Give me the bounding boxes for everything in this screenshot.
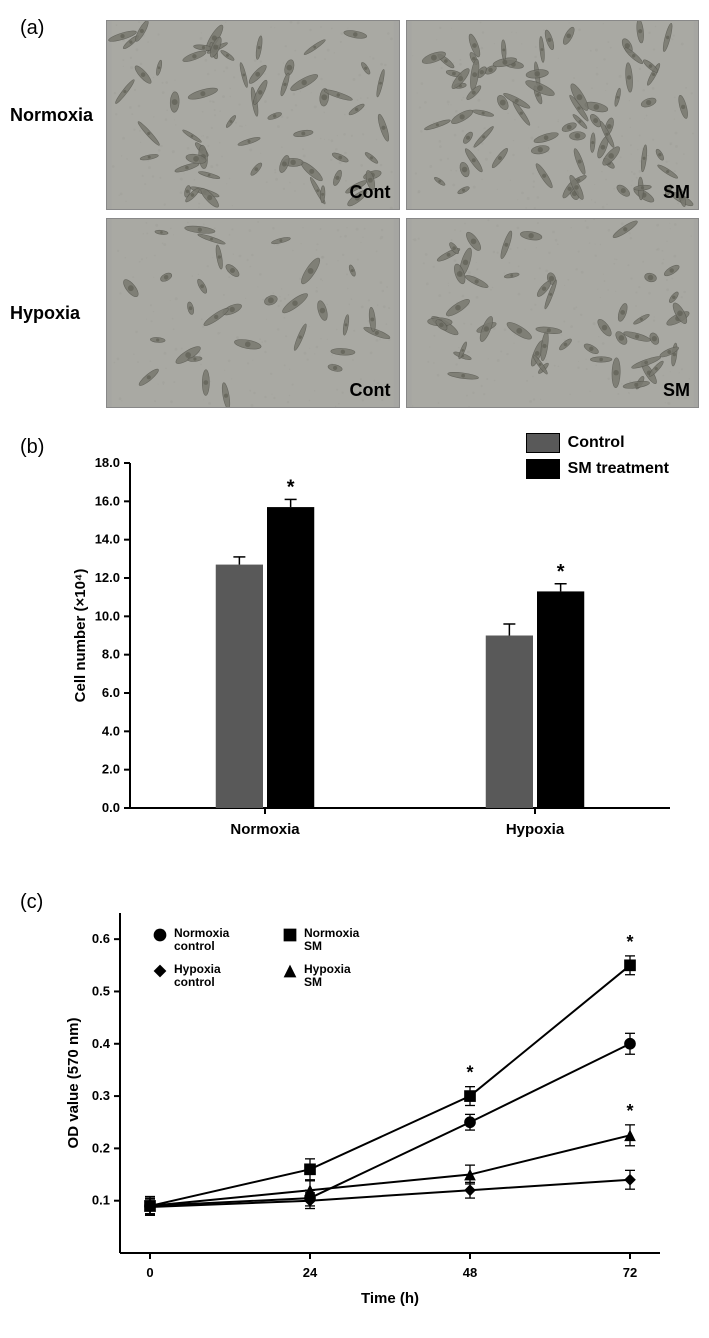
panel-c-label: (c) <box>20 891 43 914</box>
svg-text:control: control <box>174 939 215 953</box>
svg-text:0.1: 0.1 <box>92 1193 110 1208</box>
svg-text:0.4: 0.4 <box>92 1036 111 1051</box>
micrograph-grid: Normoxia <box>10 20 699 408</box>
panel-a-label: (a) <box>20 17 44 40</box>
micrograph-normoxia-sm: SM <box>406 20 700 210</box>
bar-chart: Control SM treatment 0.02.04.06.08.010.0… <box>70 438 699 863</box>
treat-label: Cont <box>350 182 391 203</box>
line-chart: 0.1 0.2 0.3 0.4 0.5 0.6 0 24 48 72 OD value (570 n… <box>60 893 699 1318</box>
treat-label: Cont <box>350 380 391 401</box>
svg-text:16.0: 16.0 <box>95 493 120 508</box>
micrograph-hypoxia-sm: SM <box>406 218 700 408</box>
legend-swatch-control <box>526 433 560 453</box>
svg-text:Time (h): Time (h) <box>361 1290 419 1307</box>
line-chart-svg: 0.1 0.2 0.3 0.4 0.5 0.6 0 24 48 72 OD value (570 n… <box>60 893 690 1313</box>
svg-text:2.0: 2.0 <box>102 762 120 777</box>
svg-text:0.3: 0.3 <box>92 1088 110 1103</box>
svg-text:12.0: 12.0 <box>95 570 120 585</box>
panel-b: (b) Control SM treatment 0.02.04.06.08.0… <box>10 438 699 863</box>
svg-text:SM: SM <box>304 975 322 989</box>
row-label-normoxia: Normoxia <box>10 20 100 210</box>
micrograph-hypoxia-cont: Cont <box>106 218 400 408</box>
svg-text:SM: SM <box>304 939 322 953</box>
svg-text:0.2: 0.2 <box>92 1140 110 1155</box>
svg-text:*: * <box>466 1063 473 1083</box>
svg-text:6.0: 6.0 <box>102 685 120 700</box>
svg-text:Cell number (×10⁴): Cell number (×10⁴) <box>72 569 89 703</box>
svg-text:0.6: 0.6 <box>92 931 110 946</box>
svg-text:48: 48 <box>463 1265 477 1280</box>
treat-label: SM <box>663 182 690 203</box>
legend-label-sm: SM treatment <box>568 460 669 478</box>
svg-text:Normoxia: Normoxia <box>230 821 300 838</box>
legend-swatch-sm <box>526 459 560 479</box>
svg-text:*: * <box>626 932 633 952</box>
svg-text:Normoxia: Normoxia <box>304 926 360 940</box>
micrograph-normoxia-cont: Cont <box>106 20 400 210</box>
svg-text:72: 72 <box>623 1265 637 1280</box>
svg-text:*: * <box>626 1101 633 1121</box>
panel-c: (c) 0.1 0.2 0.3 0.4 0.5 0.6 0 24 48 72 OD value (5… <box>10 893 699 1318</box>
svg-text:Normoxia: Normoxia <box>174 926 230 940</box>
bar-chart-svg: 0.0 2.0 4.0 6.0 8.0 10.0 12.0 14.0 16.0 18.0 Cell … <box>70 438 690 858</box>
svg-text:8.0: 8.0 <box>102 647 120 662</box>
svg-text:Hypoxia: Hypoxia <box>304 962 351 976</box>
panel-b-label: (b) <box>20 436 44 459</box>
treat-label: SM <box>663 380 690 401</box>
svg-text:0.5: 0.5 <box>92 983 110 998</box>
svg-text:*: * <box>287 476 295 498</box>
svg-text:OD value (570 nm): OD value (570 nm) <box>65 1018 82 1149</box>
legend-row-sm: SM treatment <box>526 459 669 479</box>
figure: (a) Normoxia <box>10 20 699 1318</box>
legend-row-control: Control <box>526 433 669 453</box>
svg-text:4.0: 4.0 <box>102 723 120 738</box>
svg-text:0: 0 <box>146 1265 153 1280</box>
svg-text:*: * <box>557 561 565 583</box>
svg-text:18.0: 18.0 <box>95 455 120 470</box>
svg-text:24: 24 <box>303 1265 318 1280</box>
svg-text:Hypoxia: Hypoxia <box>506 821 565 838</box>
svg-text:control: control <box>174 975 215 989</box>
svg-text:0.0: 0.0 <box>102 800 120 815</box>
svg-text:10.0: 10.0 <box>95 608 120 623</box>
svg-text:14.0: 14.0 <box>95 532 120 547</box>
row-label-hypoxia: Hypoxia <box>10 218 100 408</box>
svg-text:Hypoxia: Hypoxia <box>174 962 221 976</box>
legend-label-control: Control <box>568 434 625 452</box>
bar-legend: Control SM treatment <box>526 433 669 479</box>
panel-a: (a) Normoxia <box>10 20 699 408</box>
